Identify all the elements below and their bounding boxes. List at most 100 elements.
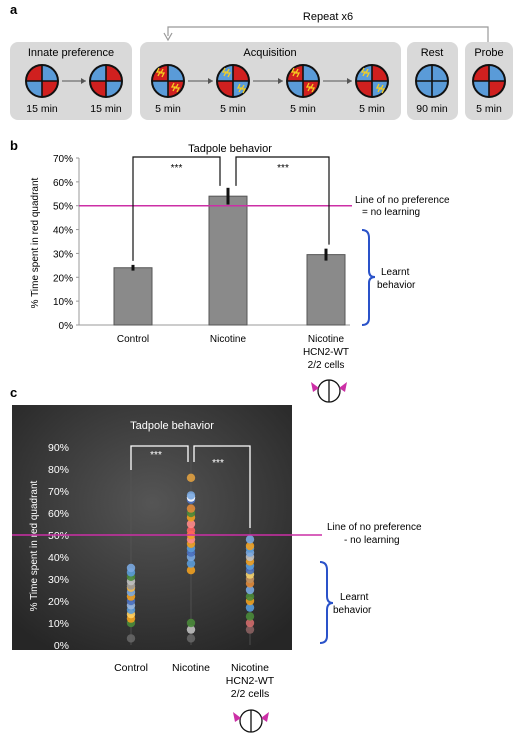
y-tick-label: 50% <box>53 202 73 213</box>
lightning-bolt-icon <box>379 84 386 94</box>
category-label: HCN2-WT <box>226 675 275 687</box>
group-title-innate: Innate preference <box>28 47 114 59</box>
time-label: 5 min <box>220 103 246 115</box>
y-tick-label: 70% <box>48 486 69 498</box>
quadrant <box>432 81 448 97</box>
y-tick-label: 90% <box>48 442 69 454</box>
data-point <box>186 566 196 575</box>
condition-circle <box>355 64 389 98</box>
y-tick-label: 10% <box>48 618 69 630</box>
data-point <box>186 634 196 643</box>
data-point <box>126 563 136 573</box>
condition-circles <box>25 64 506 98</box>
time-label: 15 min <box>26 103 58 115</box>
lightning-bolt-icon <box>236 83 243 93</box>
cell-schematic-c <box>233 709 269 733</box>
data-point <box>245 603 255 612</box>
y-tick-label: 30% <box>53 249 73 260</box>
cell-schematic-b <box>311 379 347 403</box>
lightning-bolt-icon <box>294 68 301 78</box>
bar <box>113 267 153 326</box>
quadrant <box>42 81 58 97</box>
time-label: 5 min <box>359 103 385 115</box>
significance-bracket <box>235 156 330 245</box>
arrow-head <box>278 78 283 84</box>
arrow-head <box>208 78 213 84</box>
quadrant <box>489 65 505 81</box>
repeat-arrow-head <box>163 32 173 42</box>
y-tick-label: 50% <box>48 530 69 542</box>
data-point <box>186 618 196 628</box>
y-tick-label: 0% <box>59 321 74 332</box>
quadrant <box>168 65 184 81</box>
panel-b: b Tadpole behavior % Time spent in red q… <box>10 138 450 403</box>
quadrant <box>168 81 184 97</box>
y-tick-label: 40% <box>53 226 73 237</box>
quadrant <box>90 65 106 81</box>
data-point <box>245 585 255 595</box>
behavior-label-c: behavior <box>333 605 372 616</box>
quadrant <box>356 81 372 97</box>
data-point <box>186 526 196 535</box>
quadrant <box>26 81 42 97</box>
behavior-label-b: behavior <box>377 280 416 291</box>
time-label: 5 min <box>476 103 502 115</box>
quadrant <box>26 65 42 81</box>
condition-circle <box>216 64 250 98</box>
y-tick-label: 20% <box>53 273 73 284</box>
quadrant <box>432 65 448 81</box>
quadrant <box>416 81 432 97</box>
data-point <box>245 625 255 634</box>
no-learning-label-b: = no learning <box>362 207 420 218</box>
category-label: Nicotine <box>308 334 345 345</box>
condition-circle <box>89 64 123 98</box>
y-tick-label: 80% <box>48 464 69 476</box>
y-tick-label: 10% <box>53 297 73 308</box>
chart-b-title: Tadpole behavior <box>188 143 272 155</box>
condition-circle <box>415 64 449 98</box>
significance-label: *** <box>212 458 224 469</box>
category-label: Nicotine <box>231 662 269 674</box>
no-preference-label-c: Line of no preference <box>327 522 422 533</box>
data-point <box>245 535 255 544</box>
quadrant <box>287 81 303 97</box>
significance-label: *** <box>171 163 183 174</box>
lightning-bolt-icon <box>174 83 181 93</box>
chart-c-title: Tadpole behavior <box>130 420 214 432</box>
quadrant <box>217 81 233 97</box>
data-point <box>126 634 136 643</box>
chart-b: 0% 10% 20% 30% 40% 50% 60% 70% *** *** Control Nico… <box>53 154 352 371</box>
arrow-head <box>81 78 86 84</box>
quadrant <box>90 81 106 97</box>
arrow-head <box>347 78 352 84</box>
chart-b-ylabel: % Time spent in red quadrant <box>30 177 41 308</box>
lightning-bolt-icon <box>170 82 177 92</box>
quadrant <box>233 65 249 81</box>
category-label: HCN2-WT <box>303 347 349 358</box>
time-label: 5 min <box>290 103 316 115</box>
condition-circle <box>151 64 185 98</box>
quadrant <box>489 81 505 97</box>
category-label: 2/2 cells <box>308 360 345 371</box>
data-point <box>186 491 196 500</box>
panel-b-label: b <box>10 138 18 153</box>
quadrant <box>303 65 319 81</box>
category-label: Control <box>117 334 149 345</box>
learnt-brace-b <box>361 229 376 326</box>
data-point <box>245 618 255 628</box>
y-tick-label: 30% <box>48 574 69 586</box>
y-tick-label: 60% <box>48 508 69 520</box>
group-title-acquisition: Acquisition <box>243 47 296 59</box>
significance-bracket <box>132 156 221 261</box>
significance-bracket <box>130 445 189 470</box>
bar <box>306 254 346 326</box>
chart-c: 0% 10% 20% 30% 40% 50% 60% 70% 80% 90% *** *** Contr… <box>12 442 322 700</box>
data-point <box>186 504 196 513</box>
category-label: 2/2 cells <box>231 688 270 700</box>
time-label: 90 min <box>416 103 448 115</box>
quadrant <box>42 65 58 81</box>
lightning-bolt-icon <box>305 82 312 92</box>
category-label: Nicotine <box>210 334 247 345</box>
panel-c-label: c <box>10 385 17 400</box>
